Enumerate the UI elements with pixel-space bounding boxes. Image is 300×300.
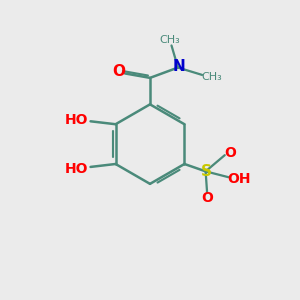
Text: CH₃: CH₃ [160,35,180,45]
Text: S: S [200,164,211,179]
Text: O: O [202,191,214,206]
Text: O: O [224,146,236,161]
Text: N: N [172,59,185,74]
Text: HO: HO [65,162,88,176]
Text: OH: OH [227,172,250,186]
Text: HO: HO [65,113,88,127]
Text: CH₃: CH₃ [201,72,222,82]
Text: O: O [112,64,125,79]
